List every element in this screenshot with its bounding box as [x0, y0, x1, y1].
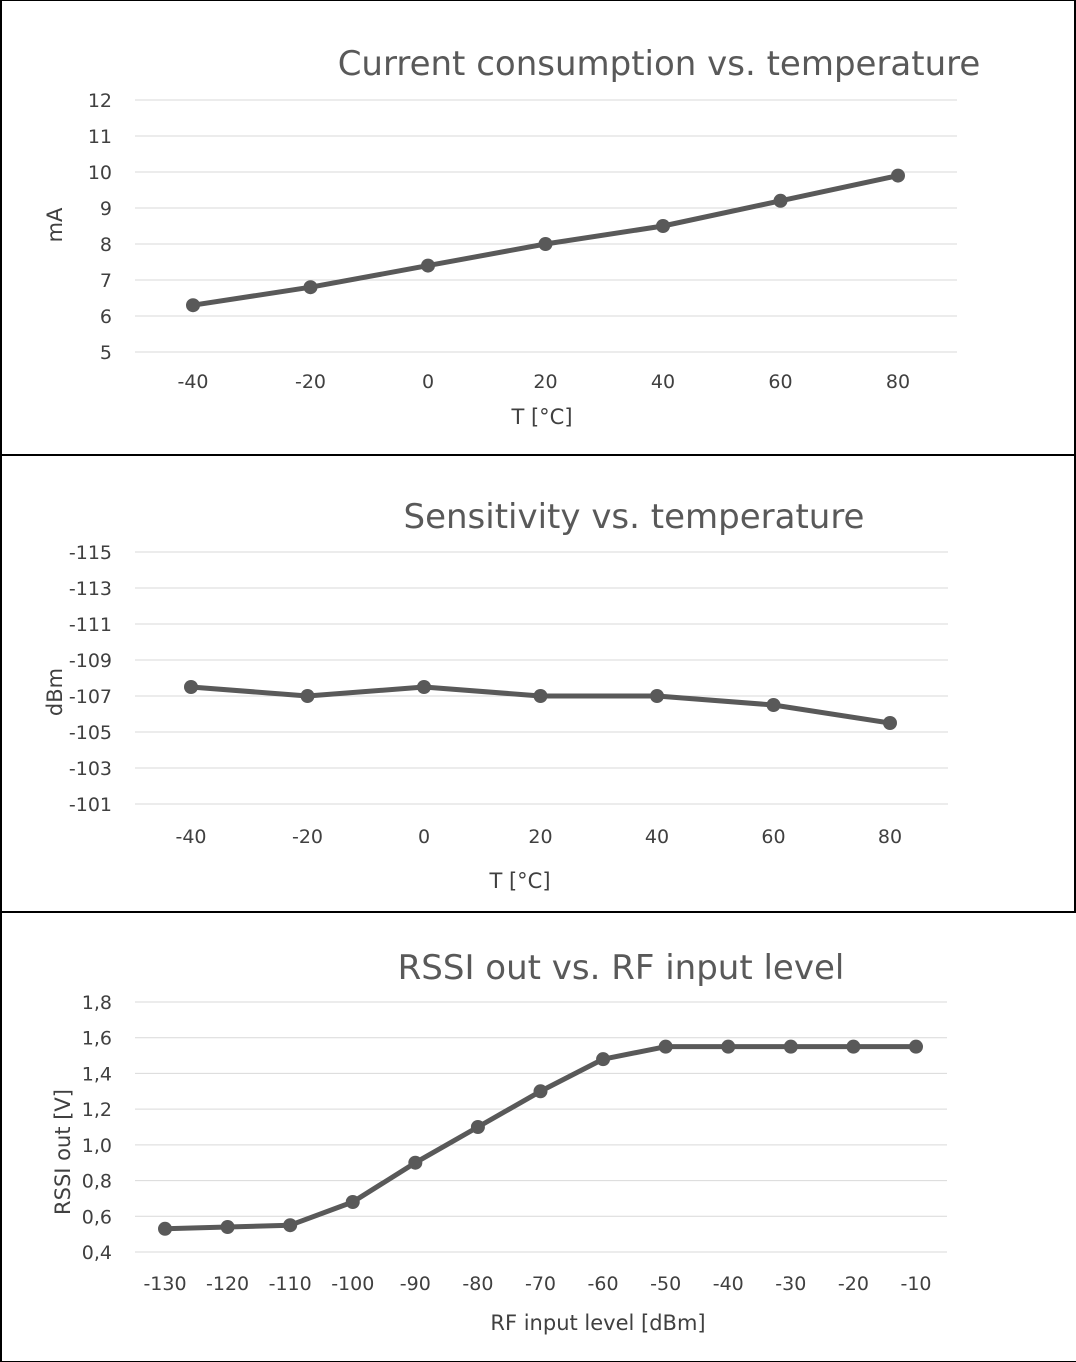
- data-point: [883, 716, 897, 730]
- y-tick-label: 1,0: [82, 1135, 112, 1157]
- x-tick-label: -100: [331, 1273, 374, 1295]
- data-point: [533, 1084, 548, 1099]
- x-tick-label: 20: [528, 826, 552, 848]
- y-tick-label: 1,8: [82, 992, 112, 1014]
- data-point: [533, 689, 548, 703]
- y-tick-label: 9: [100, 198, 112, 220]
- y-tick-label: 11: [88, 126, 112, 148]
- x-tick-label: 80: [878, 826, 902, 848]
- y-tick-label: -107: [69, 686, 112, 708]
- y-tick-label: 12: [88, 90, 112, 112]
- data-point: [283, 1218, 298, 1233]
- y-axis-title: dBm: [43, 668, 67, 716]
- data-point: [303, 280, 318, 295]
- x-tick-label: -120: [206, 1273, 249, 1295]
- gridlines: [135, 99, 957, 353]
- y-tick-label: 5: [100, 342, 112, 364]
- x-tick-label: -70: [525, 1273, 556, 1295]
- y-tick-label: 6: [100, 306, 112, 328]
- x-tick-label: -80: [462, 1273, 493, 1295]
- x-tick-label: -40: [713, 1273, 744, 1295]
- y-tick-label: 0,4: [82, 1242, 112, 1264]
- data-point: [891, 168, 905, 183]
- x-tick-label: 0: [422, 371, 434, 393]
- x-tick-label: -40: [177, 371, 208, 393]
- data-point: [656, 219, 670, 233]
- x-tick-label: -110: [269, 1273, 312, 1295]
- y-tick-label: 10: [88, 162, 112, 184]
- y-tick-label: 1,6: [82, 1028, 112, 1050]
- y-tick-label: -103: [69, 758, 112, 780]
- data-point: [658, 1039, 673, 1054]
- data-point: [417, 680, 431, 694]
- gridlines: [135, 551, 948, 805]
- x-tick-label: -60: [588, 1273, 619, 1295]
- x-tick-label: -50: [650, 1273, 681, 1295]
- x-tick-label: 40: [651, 371, 675, 393]
- y-tick-label: 0,8: [82, 1171, 112, 1193]
- data-point: [766, 698, 781, 712]
- data-point: [846, 1039, 861, 1054]
- chart-panel-rssi: RSSI out vs. RF input level RF input lev…: [0, 913, 1076, 1362]
- data-point: [909, 1039, 923, 1054]
- data-point: [773, 193, 788, 208]
- y-tick-label: 0,6: [82, 1206, 112, 1228]
- x-axis-title: T [°C]: [510, 405, 572, 429]
- data-point: [596, 1052, 611, 1067]
- data-point: [220, 1220, 235, 1234]
- y-tick-label: 1,4: [82, 1063, 112, 1085]
- data-point: [721, 1039, 736, 1054]
- y-tick-label: -109: [69, 650, 112, 672]
- y-axis-title: RSSI out [V]: [51, 1089, 75, 1215]
- y-tick-label: 8: [100, 234, 112, 256]
- x-tick-label: -90: [400, 1273, 431, 1295]
- x-tick-label: 40: [645, 826, 669, 848]
- x-axis-title: T [°C]: [488, 869, 550, 893]
- gridlines: [135, 1001, 947, 1253]
- x-tick-label: 60: [761, 826, 785, 848]
- y-tick-label: 1,2: [82, 1099, 112, 1121]
- data-point: [650, 689, 664, 703]
- data-point: [408, 1155, 423, 1170]
- series-line: [162, 1044, 919, 1232]
- x-tick-label: -20: [292, 826, 323, 848]
- y-tick-label: -105: [69, 722, 112, 744]
- x-tick-label: 20: [533, 371, 557, 393]
- x-tick-label: 80: [886, 371, 910, 393]
- data-point: [300, 689, 315, 703]
- x-tick-label: -20: [295, 371, 326, 393]
- data-point: [538, 237, 553, 251]
- chart-title: Sensitivity vs. temperature: [404, 497, 865, 537]
- y-tick-label: -113: [69, 578, 112, 600]
- chart-panel-current: Current consumption vs. temperature T [°…: [0, 0, 1076, 456]
- x-tick-label: 60: [768, 371, 792, 393]
- x-tick-label: -130: [143, 1273, 186, 1295]
- data-point: [345, 1195, 360, 1209]
- chart-title: Current consumption vs. temperature: [338, 44, 981, 84]
- rssi-chart: RSSI out vs. RF input level RF input lev…: [51, 948, 947, 1335]
- y-tick-label: -115: [69, 542, 112, 564]
- y-tick-label: -101: [69, 794, 112, 816]
- data-point: [783, 1039, 798, 1054]
- chart-panel-sensitivity: Sensitivity vs. temperature T [°C] dBm -…: [0, 456, 1076, 913]
- data-point: [184, 680, 198, 694]
- chart-title: RSSI out vs. RF input level: [398, 948, 845, 988]
- x-tick-label: -30: [775, 1273, 806, 1295]
- data-point: [470, 1120, 485, 1134]
- data-point: [421, 258, 435, 273]
- y-tick-label: -111: [69, 614, 112, 636]
- x-tick-label: -40: [175, 826, 206, 848]
- y-axis-title: mA: [43, 207, 67, 242]
- current-consumption-chart: Current consumption vs. temperature T [°…: [43, 44, 981, 429]
- y-tick-label: 7: [100, 270, 112, 292]
- x-tick-label: 0: [418, 826, 430, 848]
- x-axis-title: RF input level [dBm]: [490, 1311, 705, 1335]
- x-tick-label: -10: [900, 1273, 931, 1295]
- x-tick-label: -20: [838, 1273, 869, 1295]
- data-point: [186, 298, 200, 313]
- data-point: [158, 1221, 172, 1236]
- sensitivity-chart: Sensitivity vs. temperature T [°C] dBm -…: [43, 497, 948, 893]
